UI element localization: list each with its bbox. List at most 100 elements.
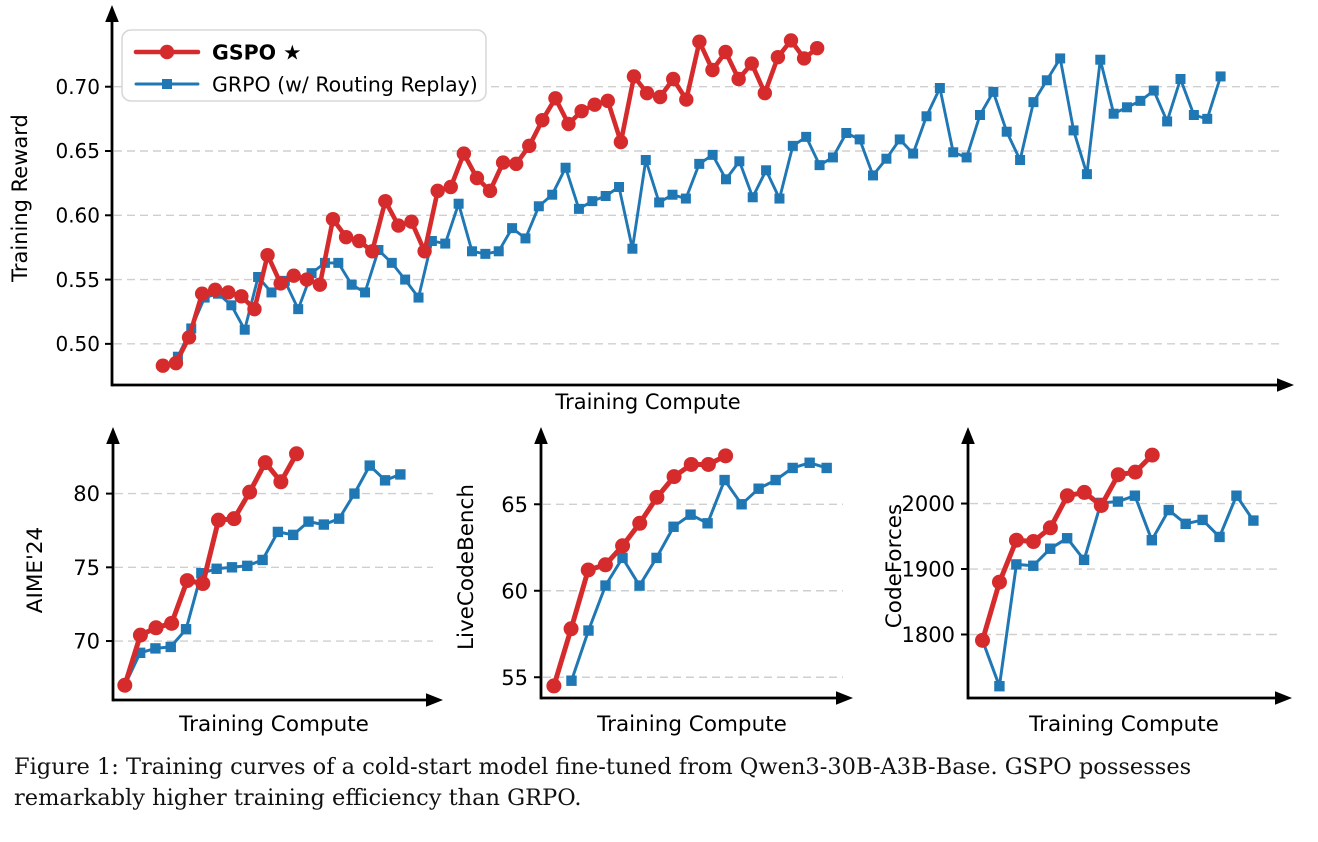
gspo-marker — [809, 40, 825, 56]
grpo-marker — [934, 83, 945, 93]
grpo-marker — [685, 509, 696, 520]
grpo-marker — [1045, 543, 1056, 554]
codeforces-chart: 1800 1900 2000 Training Compute CodeForces — [882, 427, 1292, 737]
gspo-marker — [430, 183, 445, 199]
gspo-marker — [273, 474, 289, 490]
gspo-marker — [210, 512, 226, 528]
grpo-marker — [801, 131, 812, 142]
gspo-marker — [1042, 520, 1058, 536]
y-axis-arrow-icon — [106, 427, 120, 444]
aime24-chart: 70 75 80 Training Compute AIME'24 — [23, 427, 443, 737]
gspo-marker — [365, 244, 380, 259]
y-tick-label: 60 — [501, 579, 528, 603]
grpo-marker — [634, 580, 645, 591]
grpo-marker — [736, 499, 747, 510]
gspo-marker — [683, 456, 699, 472]
grpo-marker — [587, 196, 598, 207]
grpo-marker — [734, 156, 745, 167]
grpo-marker — [881, 153, 892, 164]
y-tick-label: 75 — [73, 556, 100, 580]
grpo-marker — [573, 203, 584, 214]
gspo-marker — [194, 286, 210, 301]
grpo-marker — [747, 192, 758, 203]
grpo-marker — [1112, 496, 1124, 507]
grpo-marker — [346, 279, 357, 290]
livecodebench-chart: 55 60 65 Training Compute LiveCodeBench — [454, 427, 853, 737]
gspo-marker — [286, 268, 301, 283]
gspo-marker — [1127, 464, 1143, 480]
grpo-marker — [226, 300, 237, 311]
grpo-marker — [211, 563, 222, 574]
y-tick-label: 0.50 — [55, 332, 100, 356]
grpo-marker — [180, 624, 192, 635]
x-axis-arrow-icon — [1277, 378, 1294, 392]
training-reward-chart: 0.50 0.55 0.60 0.65 0.70 Training Compute Trai… — [8, 5, 1294, 414]
gspo-series — [155, 33, 825, 373]
x-axis-arrow-icon — [426, 693, 443, 707]
y-axis-label: LiveCodeBench — [454, 484, 479, 650]
gspo-marker — [378, 193, 393, 209]
x-axis-label: Training Compute — [596, 712, 787, 737]
gspo-marker — [181, 330, 197, 345]
grpo-marker — [349, 488, 360, 499]
grpo-marker — [804, 457, 815, 468]
y-tick-label: 65 — [501, 493, 528, 517]
grpo-marker — [239, 324, 250, 335]
grpo-line — [176, 56, 1223, 359]
y-axis-arrow-icon — [105, 5, 119, 22]
grpo-marker — [253, 272, 264, 282]
grpo-marker — [614, 182, 625, 192]
legend-gspo-marker — [159, 44, 175, 60]
grpo-marker — [1163, 504, 1174, 516]
x-axis-label: Training Compute — [178, 712, 369, 737]
gspo-marker — [587, 97, 602, 112]
grpo-marker — [1162, 116, 1173, 127]
grpo-marker — [583, 625, 594, 636]
gspo-marker — [613, 134, 629, 150]
gspo-marker — [770, 49, 786, 65]
grpo-marker — [774, 193, 785, 204]
grpo-marker — [680, 193, 691, 204]
gspo-marker — [242, 484, 258, 500]
gspo-marker — [148, 620, 164, 636]
gspo-marker — [299, 272, 315, 287]
grpo-marker — [1197, 514, 1208, 526]
y-tick-label: 1800 — [902, 623, 955, 647]
gspo-marker — [744, 56, 759, 71]
x-axis-arrow-icon — [836, 691, 853, 705]
grpo-marker — [1129, 490, 1141, 501]
y-axis-label: AIME'24 — [23, 527, 48, 613]
grpo-marker — [761, 165, 772, 176]
grpo-marker — [480, 248, 491, 259]
grpo-marker — [787, 140, 798, 151]
grpo-marker — [600, 191, 611, 201]
grpo-marker — [974, 110, 985, 120]
gspo-marker — [632, 515, 648, 531]
figure-caption: Figure 1: Training curves of a cold-star… — [14, 754, 1192, 812]
grpo-marker — [303, 516, 314, 527]
y-axis-arrow-icon — [961, 427, 975, 444]
grpo-marker — [1095, 54, 1106, 65]
gspo-marker — [561, 116, 576, 132]
gspo-marker — [155, 358, 171, 373]
gspo-marker — [226, 511, 242, 527]
grpo-marker — [1248, 515, 1259, 526]
grpo-series — [119, 460, 406, 691]
gspo-marker — [221, 285, 236, 300]
gspo-marker — [597, 557, 613, 573]
grpo-marker — [150, 643, 161, 654]
grpo-marker — [360, 287, 371, 298]
gspo-marker — [417, 244, 432, 259]
gspo-marker — [546, 678, 562, 694]
grpo-marker — [868, 170, 879, 181]
grpo-marker — [787, 462, 798, 474]
grpo-marker — [1001, 126, 1012, 137]
grpo-marker — [413, 292, 424, 303]
gspo-line — [551, 453, 729, 689]
gspo-marker — [195, 576, 211, 592]
gspo-marker — [1076, 484, 1092, 500]
grpo-marker — [770, 474, 781, 486]
grpo-series — [566, 457, 832, 686]
gspo-marker — [700, 456, 716, 472]
